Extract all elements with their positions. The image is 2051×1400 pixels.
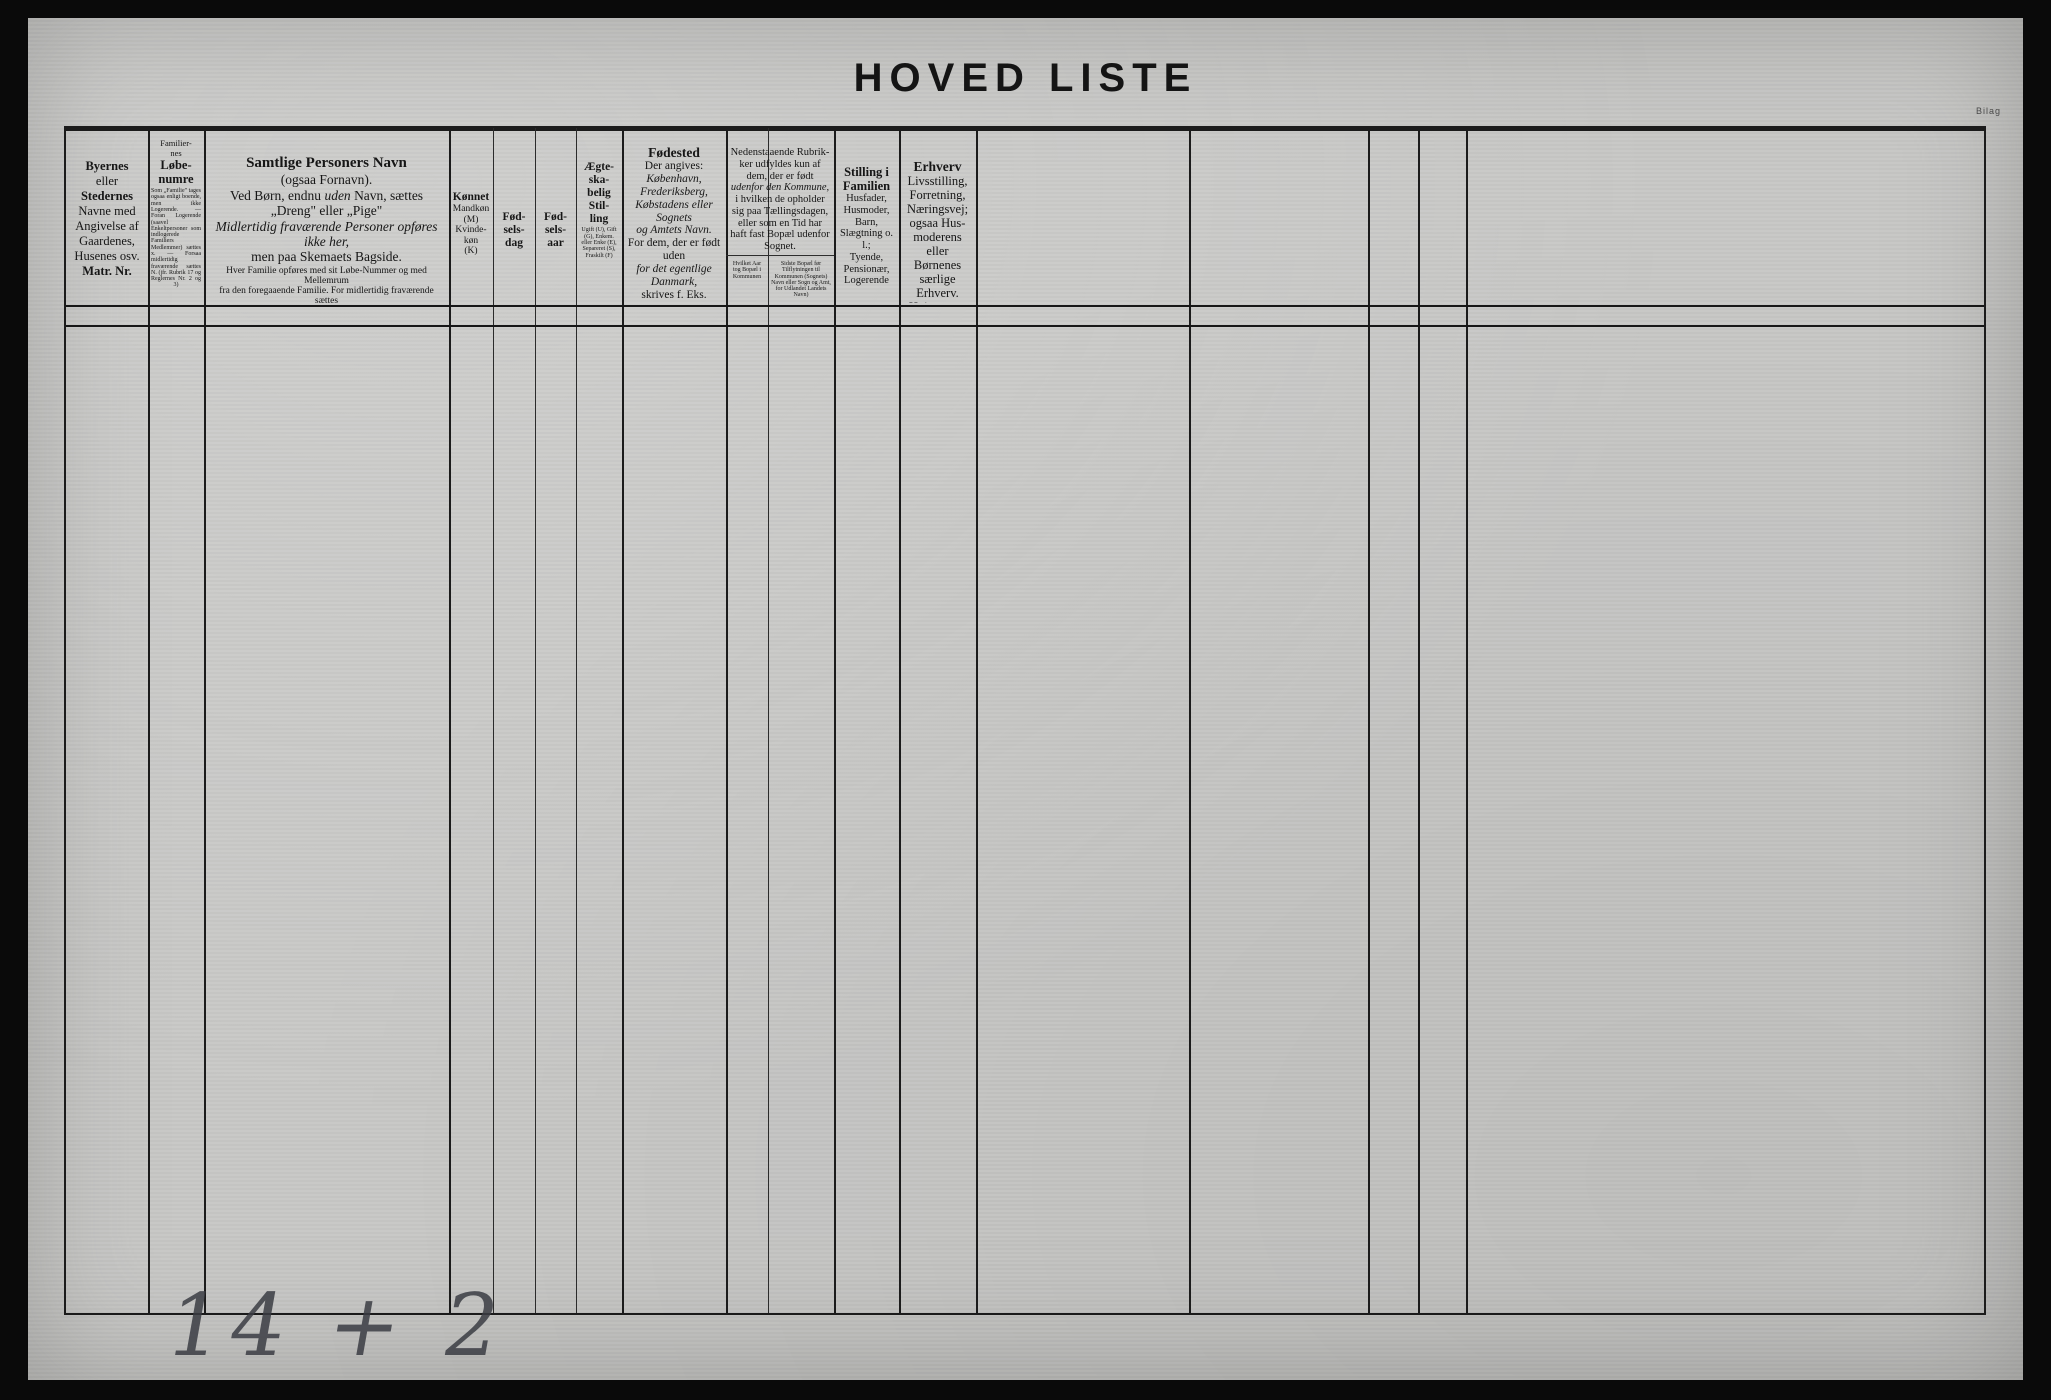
column-rule-12 (976, 128, 978, 1313)
header-col-1: Byernes eller Stedernes Navne med Angivelse … (74, 159, 140, 278)
scan-edge-right (2023, 0, 2051, 1400)
header-col-8: Fødested Der angives: København, Frederiks… (627, 145, 721, 303)
footer-tally: 14 + 2 (159, 1276, 516, 1376)
header-col-5: Fød-sels-dag (502, 211, 526, 249)
column-rule-1 (148, 128, 150, 1313)
scan-edge-top (0, 0, 2051, 18)
number-strip-rule (66, 325, 1984, 327)
header-col-9-sub: Hvilket Aar tog Bopæl i Kommunen (732, 261, 762, 280)
column-rule-8 (726, 128, 728, 1313)
column-rule-6 (576, 128, 577, 1313)
header-col-6: Fød-sels-aar (544, 211, 567, 249)
header-bottom-rule (66, 305, 1984, 307)
header-col-9-10: Nedenstaaende Rubrik-ker udfyldes kun af… (730, 147, 830, 252)
header-col-3: Samtlige Personers Navn (ogsaa Fornavn). V… (215, 155, 438, 303)
census-table: Byernes eller Stedernes Navne med Angivelse … (64, 126, 1986, 1315)
scan-edge-bottom (0, 1380, 2051, 1400)
column-rule-9 (768, 128, 769, 1313)
column-rule-2 (204, 128, 206, 1313)
header-col-7: Ægte-ska-belig Stil-ling Ugift (U), Gift (… (581, 161, 617, 259)
column-rule-13 (1189, 128, 1191, 1313)
column-rule-15 (1418, 128, 1420, 1313)
page-title: HOVED LISTE (853, 56, 1198, 100)
corner-note: Bilag (1975, 106, 2001, 116)
column-rule-3 (449, 128, 451, 1313)
sub-rule-9-10 (726, 255, 834, 256)
column-rule-16 (1466, 128, 1468, 1313)
header-col-2: Familier-nes Løbe-numre Som „Familie" tage… (151, 138, 201, 289)
header-rule (66, 128, 1984, 131)
column-rule-10 (834, 128, 836, 1313)
census-sheet: HOVED LISTE Bilag Byernes eller Stedernes N… (28, 18, 2023, 1380)
header-col-4: Kønnet Mandkøn (M) Kvinde-køn (K) (452, 191, 490, 257)
column-rule-5 (535, 128, 536, 1313)
column-rule-7 (622, 128, 624, 1313)
header-col-12: Erhverv Livsstilling, Forretning, Nærings… (906, 159, 969, 303)
column-rule-11 (899, 128, 901, 1313)
column-rule-4 (493, 128, 494, 1313)
header-col-11: Stilling i Familien Husfader, Husmoder, Ba… (839, 165, 894, 287)
column-rule-14 (1368, 128, 1370, 1313)
header-col-10-sub: Sidste Bopæl før Tilflytningen til Kommu… (771, 261, 831, 299)
scan-edge-left (0, 0, 28, 1400)
